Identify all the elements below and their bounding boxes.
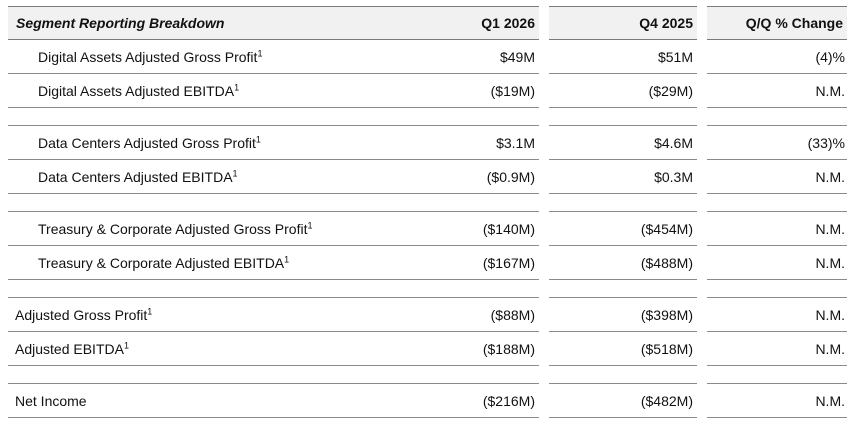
q1-value: $3.1M (415, 125, 539, 160)
change-value: N.M. (707, 383, 847, 418)
segment-reporting-table-container: Segment Reporting Breakdown Q1 2026 Q4 2… (8, 6, 847, 418)
row-label: Digital Assets Adjusted Gross Profit1 (8, 39, 415, 74)
q1-value: ($88M) (415, 297, 539, 332)
row-label: Data Centers Adjusted Gross Profit1 (8, 125, 415, 160)
row-label-text: Net Income (15, 392, 87, 409)
footnote-marker: 1 (255, 133, 261, 144)
column-header-q1-2026: Q1 2026 (415, 6, 539, 40)
table-row: Adjusted EBITDA1 ($188M) ($518M) N.M. (8, 331, 847, 366)
spacer-row (8, 193, 847, 212)
q1-value: ($216M) (415, 383, 539, 418)
spacer-row (8, 365, 847, 384)
q4-value: ($398M) (549, 297, 697, 332)
footnote-marker: 1 (257, 47, 263, 58)
spacer-row (8, 279, 847, 298)
q4-value: $4.6M (549, 125, 697, 160)
q1-value: ($167M) (415, 245, 539, 280)
row-label: Net Income (8, 383, 415, 418)
q4-value: ($482M) (549, 383, 697, 418)
q4-value: $51M (549, 39, 697, 74)
row-label-text: Data Centers Adjusted EBITDA (38, 168, 233, 185)
footnote-marker: 1 (123, 339, 129, 350)
q1-value: ($140M) (415, 211, 539, 246)
table-row: Treasury & Corporate Adjusted Gross Prof… (8, 211, 847, 246)
row-label: Data Centers Adjusted EBITDA1 (8, 159, 415, 194)
change-value: N.M. (707, 297, 847, 332)
q1-value: ($19M) (415, 73, 539, 108)
change-value: N.M. (707, 331, 847, 366)
row-label-text: Digital Assets Adjusted EBITDA (38, 82, 235, 99)
row-label-text: Data Centers Adjusted Gross Profit (38, 134, 256, 151)
footnote-marker: 1 (284, 253, 290, 264)
column-header-qq-change: Q/Q % Change (707, 6, 847, 40)
change-value: (4)% (707, 39, 847, 74)
column-header-q4-2025: Q4 2025 (549, 6, 697, 40)
q1-value: ($188M) (415, 331, 539, 366)
q4-value: ($518M) (549, 331, 697, 366)
change-value: N.M. (707, 245, 847, 280)
change-value: N.M. (707, 73, 847, 108)
q1-value: ($0.9M) (415, 159, 539, 194)
column-gap (539, 6, 549, 40)
spacer-row (8, 107, 847, 126)
table-title: Segment Reporting Breakdown (8, 6, 415, 40)
row-label: Digital Assets Adjusted EBITDA1 (8, 73, 415, 108)
row-label-text: Treasury & Corporate Adjusted EBITDA (38, 254, 285, 271)
q4-value: ($29M) (549, 73, 697, 108)
row-label-text: Treasury & Corporate Adjusted Gross Prof… (38, 220, 308, 237)
table-row: Adjusted Gross Profit1 ($88M) ($398M) N.… (8, 297, 847, 332)
q4-value: ($488M) (549, 245, 697, 280)
segment-reporting-table: Segment Reporting Breakdown Q1 2026 Q4 2… (8, 6, 847, 418)
table-row: Net Income ($216M) ($482M) N.M. (8, 383, 847, 418)
change-value: N.M. (707, 211, 847, 246)
column-gap (697, 6, 707, 40)
table-row: Data Centers Adjusted Gross Profit1 $3.1… (8, 125, 847, 160)
table-row: Data Centers Adjusted EBITDA1 ($0.9M) $0… (8, 159, 847, 194)
table-row: Digital Assets Adjusted Gross Profit1 $4… (8, 39, 847, 74)
footnote-marker: 1 (147, 305, 153, 316)
table-row: Digital Assets Adjusted EBITDA1 ($19M) (… (8, 73, 847, 108)
row-label-text: Adjusted EBITDA (15, 340, 124, 357)
row-label: Treasury & Corporate Adjusted EBITDA1 (8, 245, 415, 280)
footnote-marker: 1 (232, 167, 238, 178)
row-label: Treasury & Corporate Adjusted Gross Prof… (8, 211, 415, 246)
q4-value: $0.3M (549, 159, 697, 194)
row-label-text: Digital Assets Adjusted Gross Profit (38, 48, 258, 65)
footnote-marker: 1 (307, 219, 313, 230)
q4-value: ($454M) (549, 211, 697, 246)
row-label-text: Adjusted Gross Profit (15, 306, 148, 323)
table-header-row: Segment Reporting Breakdown Q1 2026 Q4 2… (8, 6, 847, 40)
row-label: Adjusted Gross Profit1 (8, 297, 415, 332)
q1-value: $49M (415, 39, 539, 74)
footnote-marker: 1 (234, 81, 240, 92)
change-value: (33)% (707, 125, 847, 160)
table-row: Treasury & Corporate Adjusted EBITDA1 ($… (8, 245, 847, 280)
row-label: Adjusted EBITDA1 (8, 331, 415, 366)
change-value: N.M. (707, 159, 847, 194)
